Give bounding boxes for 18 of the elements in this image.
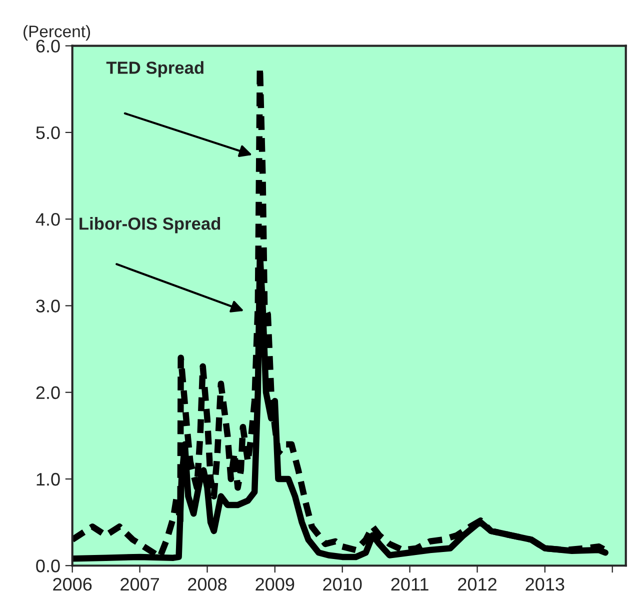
y-tick-label: 5.0: [36, 126, 60, 140]
x-tick-label: 2013: [526, 578, 564, 591]
annotation: Libor-OIS Spread: [80, 217, 220, 234]
y-tick-label: 1.0: [36, 472, 60, 486]
x-tick-label: 2011: [391, 578, 428, 591]
x-tick-label: 2007: [120, 578, 159, 591]
y-tick-label: 6.0: [36, 40, 60, 53]
x-tick-label: 2010: [323, 578, 362, 591]
y-tick-label: 2.0: [36, 386, 60, 400]
y-tick-label: 3.0: [36, 300, 60, 312]
annotation: TED Spread: [106, 61, 204, 78]
y-tick-label: 4.0: [36, 213, 60, 226]
x-tick-label: 2012: [458, 578, 496, 591]
x-tick-label: 2006: [53, 578, 92, 591]
y-axis-title: (Percent): [24, 25, 90, 41]
y-tick-label: 0.0: [36, 560, 60, 572]
x-tick-label: 2009: [256, 578, 294, 591]
x-tick-label: 2008: [188, 578, 227, 591]
